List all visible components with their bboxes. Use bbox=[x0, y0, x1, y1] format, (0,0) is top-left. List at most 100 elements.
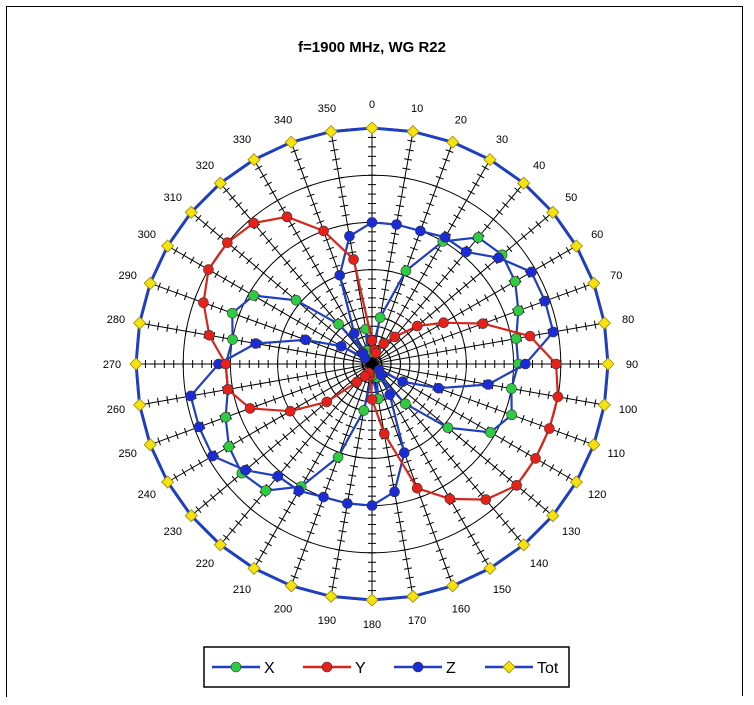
angle-label-180: 180 bbox=[363, 619, 381, 631]
point-y-50 bbox=[411, 320, 423, 332]
spoke-tick bbox=[467, 189, 475, 195]
spoke-tick bbox=[529, 418, 534, 427]
point-y-90 bbox=[550, 358, 562, 370]
spoke-tick bbox=[331, 158, 340, 161]
point-tot-340 bbox=[284, 135, 298, 149]
spoke-tick bbox=[224, 481, 231, 489]
point-y-30 bbox=[378, 338, 390, 349]
spoke-tick bbox=[566, 394, 569, 403]
point-tot-0 bbox=[365, 121, 379, 135]
point-y-220 bbox=[351, 376, 363, 388]
spoke-tick bbox=[271, 303, 277, 312]
series-tot bbox=[129, 121, 615, 607]
spoke-160 bbox=[371, 363, 454, 586]
point-z-150 bbox=[384, 389, 396, 400]
spoke-tick bbox=[338, 195, 347, 198]
spoke-tick bbox=[492, 289, 498, 297]
spoke-tick bbox=[320, 303, 327, 310]
spoke-tick bbox=[267, 275, 274, 283]
spoke-tick bbox=[331, 567, 340, 570]
spoke-tick bbox=[542, 506, 549, 514]
point-y-300 bbox=[203, 264, 214, 275]
spoke-tick bbox=[420, 451, 428, 457]
spoke-tick bbox=[386, 465, 395, 468]
spoke-tick bbox=[237, 408, 241, 417]
spoke-tick bbox=[429, 530, 438, 535]
spoke-tick bbox=[556, 292, 561, 301]
spoke-tick bbox=[238, 284, 244, 293]
spoke-tick bbox=[514, 187, 522, 194]
spoke-tick bbox=[399, 539, 408, 542]
spoke-tick bbox=[463, 281, 469, 289]
spoke-tick bbox=[175, 431, 179, 439]
spoke-tick bbox=[320, 388, 326, 397]
spoke-tick bbox=[405, 317, 412, 324]
spoke-tick bbox=[325, 287, 334, 293]
spoke-tick bbox=[320, 418, 327, 425]
point-y-0 bbox=[366, 335, 378, 346]
spoke-tick bbox=[279, 412, 285, 420]
spoke-tick bbox=[241, 512, 248, 519]
spoke-tick bbox=[416, 495, 425, 499]
spoke-tick bbox=[326, 477, 334, 482]
spoke-tick bbox=[471, 483, 479, 490]
spoke-tick bbox=[340, 204, 349, 208]
spoke-tick bbox=[332, 330, 339, 338]
spoke-tick bbox=[209, 227, 216, 234]
spoke-tick bbox=[283, 259, 291, 266]
spoke-tick bbox=[496, 512, 503, 519]
spoke-tick bbox=[477, 491, 485, 498]
spoke-tick bbox=[508, 440, 514, 448]
spoke-tick bbox=[481, 165, 489, 171]
spoke-tick bbox=[411, 310, 418, 317]
spoke-tick bbox=[189, 256, 195, 264]
spoke-tick bbox=[513, 239, 520, 247]
spoke-tick bbox=[296, 346, 299, 355]
spoke-tick bbox=[302, 247, 310, 252]
spoke-tick bbox=[335, 418, 343, 424]
spoke-tick bbox=[197, 261, 203, 269]
angle-label-310: 310 bbox=[164, 192, 182, 204]
spoke-tick bbox=[348, 415, 357, 420]
spoke-tick bbox=[219, 305, 224, 314]
spoke-tick bbox=[316, 504, 325, 508]
point-z-50 bbox=[493, 252, 504, 264]
spoke-tick bbox=[387, 415, 396, 420]
spoke-tick bbox=[541, 261, 547, 269]
spoke-tick bbox=[203, 389, 206, 398]
spoke-tick bbox=[316, 451, 324, 457]
spoke-tick bbox=[547, 391, 550, 400]
spoke-tick bbox=[222, 333, 225, 342]
point-y-150 bbox=[444, 493, 456, 505]
spoke-tick bbox=[414, 343, 419, 352]
spoke-tick bbox=[324, 351, 327, 360]
point-y-20 bbox=[370, 347, 382, 359]
point-tot-220 bbox=[213, 538, 227, 552]
spoke-tick bbox=[584, 322, 588, 331]
spoke-tick bbox=[290, 149, 299, 153]
spoke-tick bbox=[268, 378, 271, 387]
angle-label-80: 80 bbox=[622, 314, 634, 326]
spoke-tick bbox=[454, 374, 457, 383]
spoke-tick bbox=[491, 338, 495, 347]
point-tot-80 bbox=[597, 316, 611, 330]
spoke-tick bbox=[272, 395, 277, 404]
chart-title: f=1900 MHz, WG R22 bbox=[298, 39, 446, 56]
angle-label-170: 170 bbox=[408, 615, 426, 627]
spoke-tick bbox=[463, 343, 467, 352]
spoke-tick bbox=[348, 251, 357, 254]
point-y-310 bbox=[222, 237, 233, 248]
spoke-tick bbox=[287, 313, 293, 321]
spoke-tick bbox=[441, 334, 445, 343]
spoke-tick bbox=[394, 214, 403, 217]
point-z-0 bbox=[366, 217, 378, 228]
spoke-tick bbox=[500, 382, 504, 391]
series-z bbox=[185, 217, 559, 511]
legend-item-x: X bbox=[212, 660, 275, 677]
spoke-tick bbox=[583, 282, 587, 291]
angle-label-250: 250 bbox=[119, 448, 137, 460]
spoke-tick bbox=[476, 398, 481, 407]
spoke-tick bbox=[202, 221, 209, 228]
spoke-tick bbox=[147, 320, 151, 329]
spoke-tick bbox=[565, 473, 571, 481]
